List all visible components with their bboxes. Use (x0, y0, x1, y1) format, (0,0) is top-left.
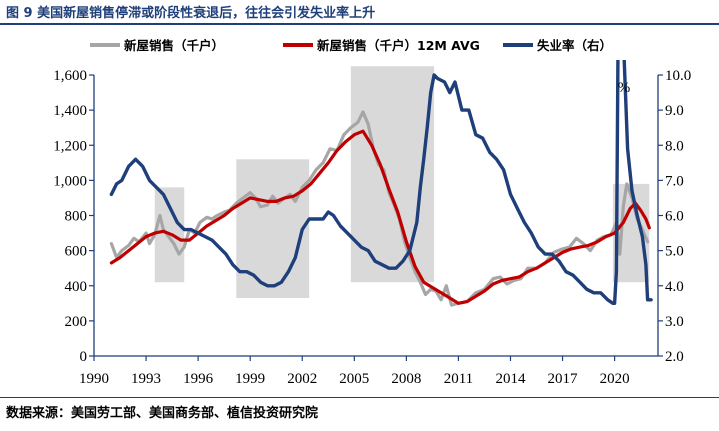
x-tick-label: 2011 (444, 371, 473, 387)
x-tick-label: 2017 (548, 371, 579, 387)
footer-divider (0, 397, 719, 398)
legend-unemployment-label: 失业率（右） (537, 38, 612, 53)
axes: 0 200 400 600 800 1,000 1,200 1,400 1,600 2.0 3.0 4… (53, 68, 691, 387)
right-tick-label: 9.0 (665, 103, 684, 119)
title-divider (0, 23, 719, 25)
legend-unemployment: 失业率（右） (503, 38, 612, 53)
source-note: 数据来源：美国劳工部、美国商务部、植信投资研究院 (6, 406, 319, 421)
shaded-period (236, 159, 310, 299)
right-tick-label: 3.0 (665, 314, 684, 330)
left-tick-label: 400 (65, 279, 88, 295)
left-tick-label: 600 (65, 244, 88, 260)
right-tick-label: 5.0 (665, 244, 684, 260)
x-tick-label: 2005 (339, 371, 369, 387)
x-tick-label: 1993 (131, 371, 161, 387)
left-tick-label: 1,200 (53, 138, 87, 154)
right-tick-label: 2.0 (665, 349, 684, 365)
legend-sales-avg: 新屋销售（千户）12M AVG (283, 38, 480, 53)
left-tick-label: 1,000 (53, 173, 87, 189)
x-tick-label: 2008 (391, 371, 421, 387)
chart-title: 图 9 美国新屋销售停滞或阶段性衰退后，往往会引发失业率上升 (6, 6, 376, 21)
legend-sales-label: 新屋销售（千户） (124, 38, 224, 53)
right-tick-label: 4.0 (665, 279, 684, 295)
x-tick-label: 1990 (79, 371, 109, 387)
right-tick-label: 8.0 (665, 138, 684, 154)
sales-line (109, 110, 650, 307)
sales-avg-line (109, 129, 651, 305)
legend-sales: 新屋销售（千户） (90, 38, 224, 53)
legend-sales-avg-label: 新屋销售（千户）12M AVG (317, 38, 480, 53)
x-tick-label: 1996 (183, 371, 214, 387)
right-tick-label: 10.0 (665, 68, 691, 84)
x-tick-label: 2002 (287, 371, 317, 387)
series-lines (109, 60, 653, 307)
left-tick-label: 1,400 (53, 103, 87, 119)
x-tick-label: 2014 (495, 371, 526, 387)
legend: 新屋销售（千户） 新屋销售（千户）12M AVG 失业率（右） (90, 38, 612, 53)
x-tick-label: 1999 (235, 371, 265, 387)
x-tick-label: 2020 (600, 371, 630, 387)
right-tick-label: 7.0 (665, 173, 684, 189)
right-tick-label: 6.0 (665, 209, 684, 225)
unemployment-line (109, 60, 653, 305)
left-tick-label: 800 (65, 209, 88, 225)
left-tick-label: 0 (80, 349, 88, 365)
right-axis-unit: % (618, 80, 631, 96)
left-tick-label: 200 (65, 314, 88, 330)
left-tick-label: 1,600 (53, 68, 87, 84)
